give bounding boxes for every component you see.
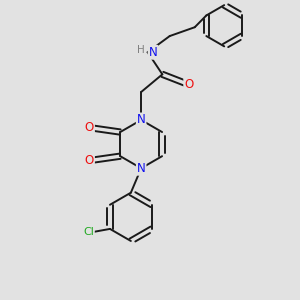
Text: O: O (85, 154, 94, 167)
Text: O: O (85, 121, 94, 134)
Text: Cl: Cl (83, 227, 94, 237)
Text: N: N (137, 162, 146, 175)
Text: H: H (137, 45, 145, 55)
Text: N: N (148, 46, 157, 59)
Text: N: N (137, 113, 146, 127)
Text: O: O (184, 78, 194, 91)
